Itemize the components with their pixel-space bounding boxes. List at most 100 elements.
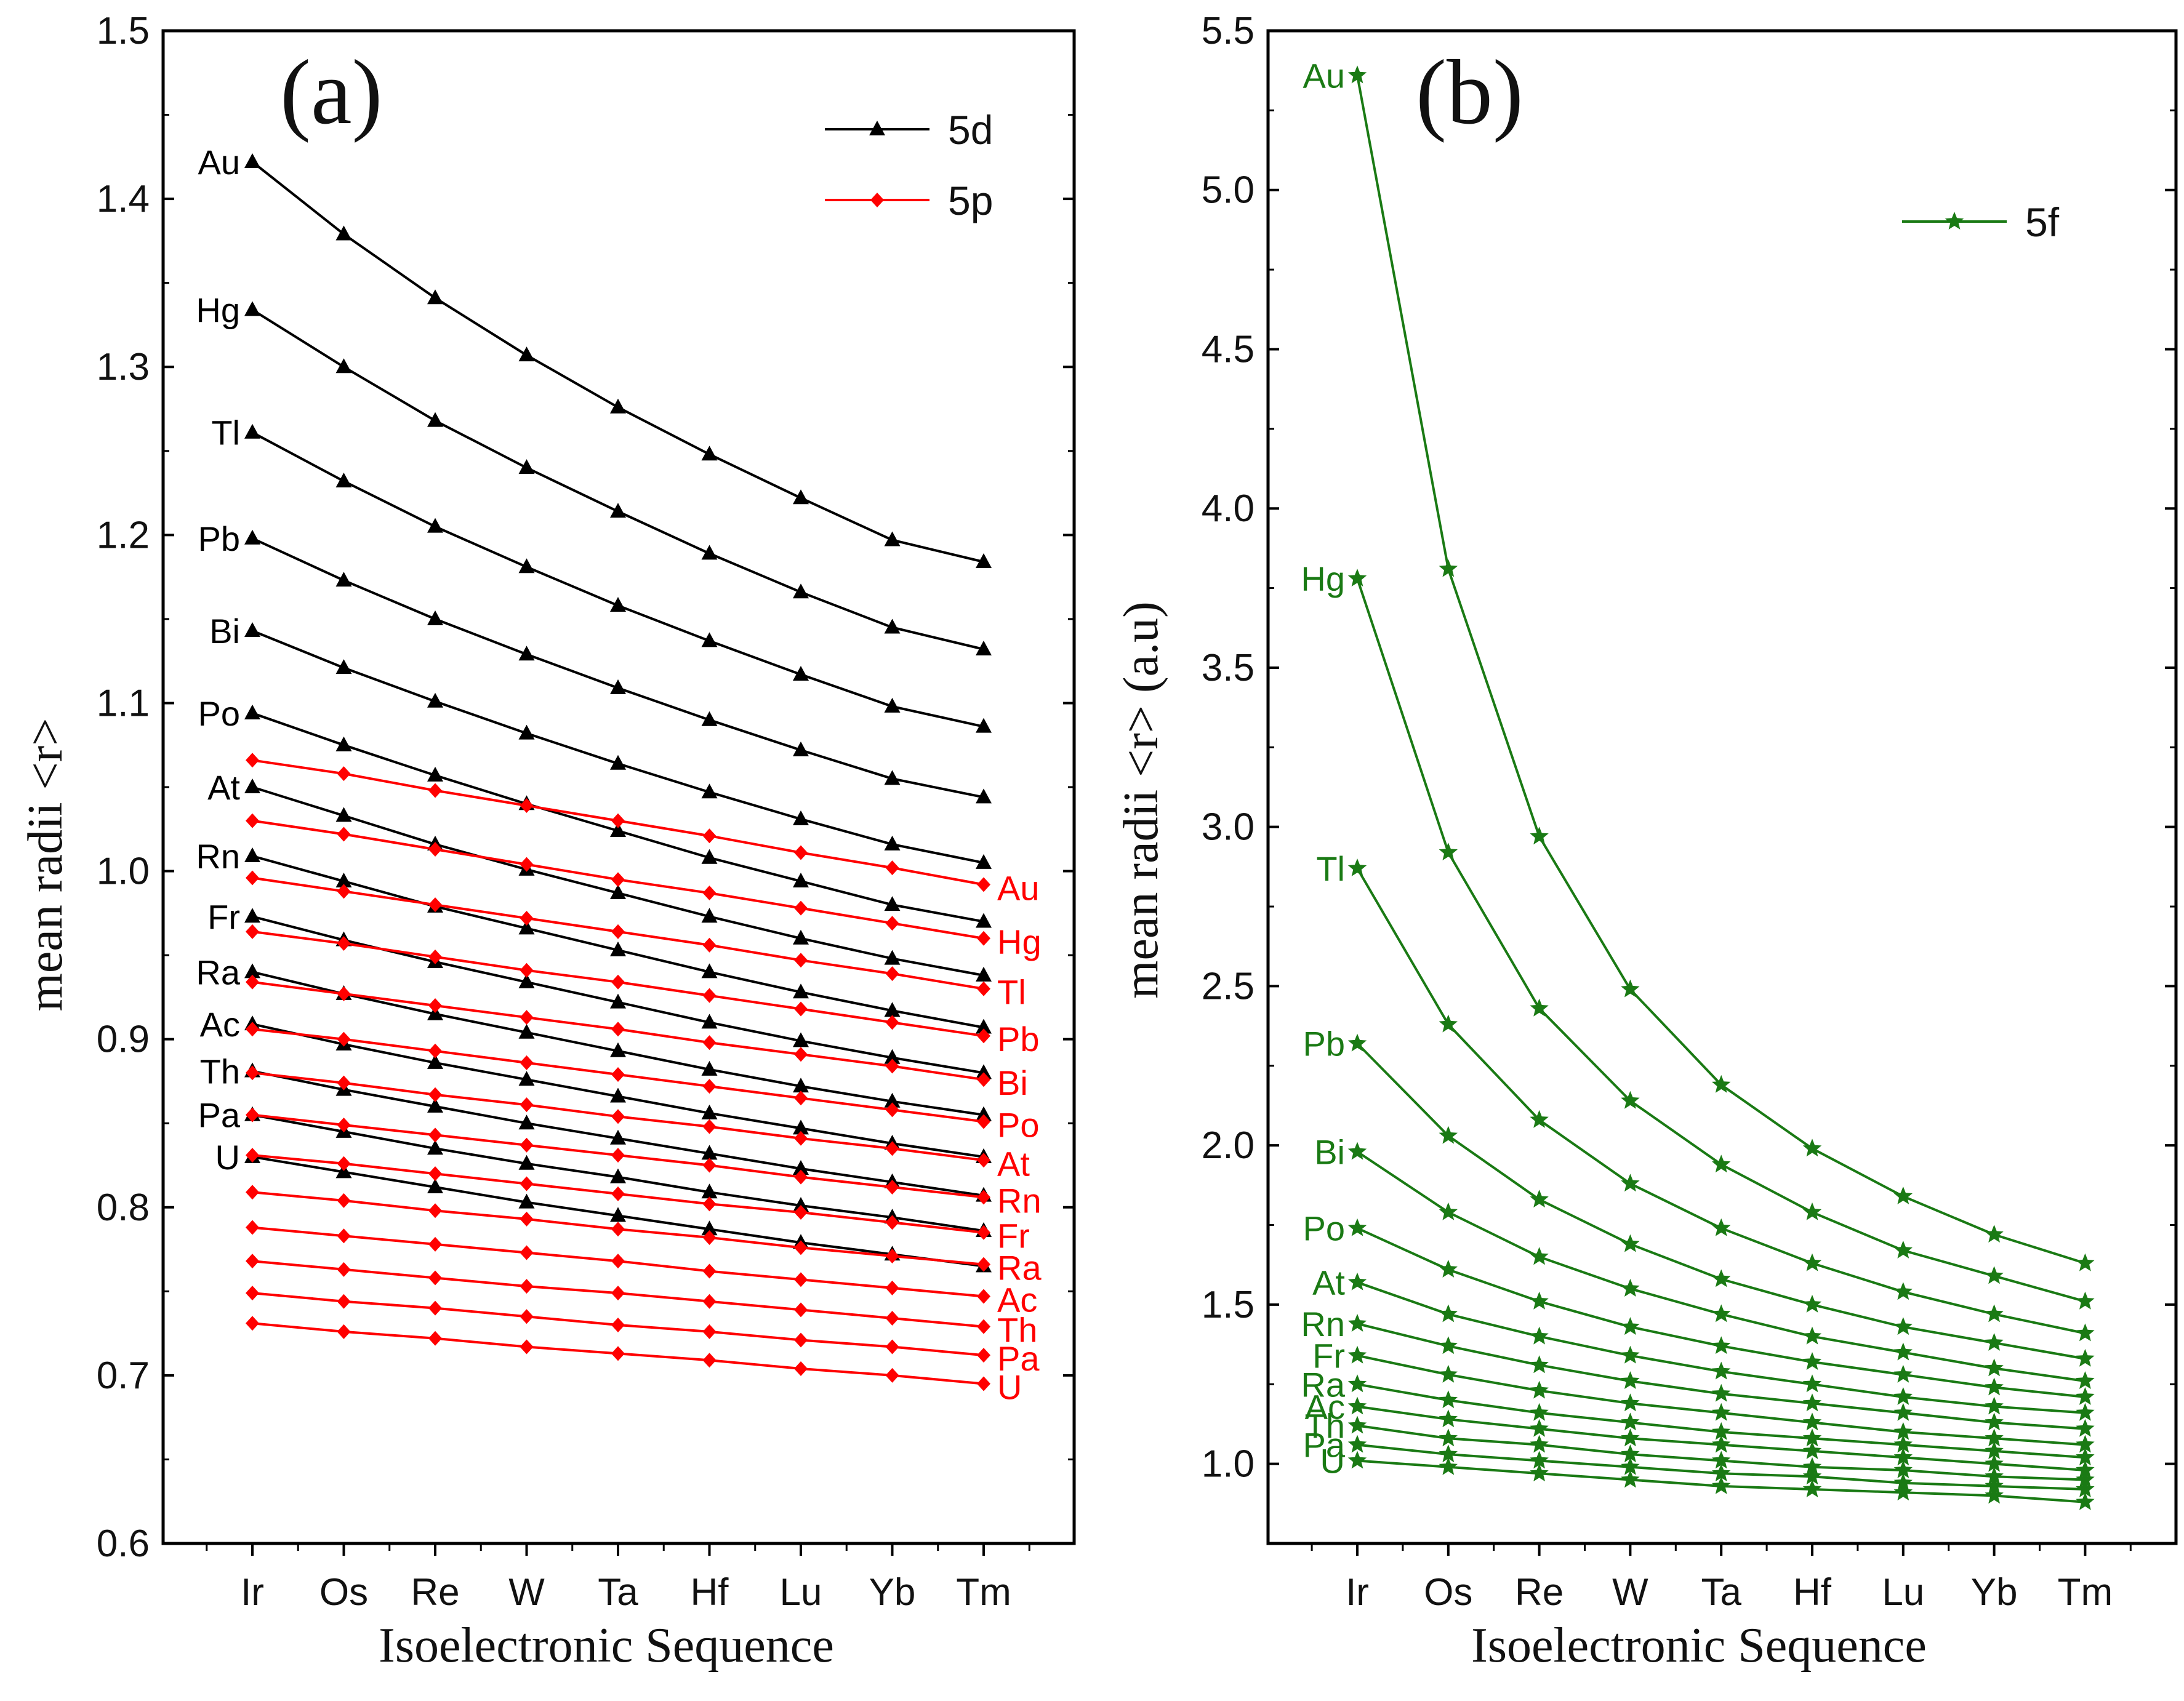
data-point-5f-Fr-Lu	[1893, 1422, 1913, 1440]
data-point-5p-Au-Ta	[611, 813, 625, 828]
data-point-5d-Bi-Ir	[244, 622, 260, 638]
data-point-5f-Ra-Lu	[1893, 1435, 1913, 1453]
data-point-5p-Rn-Ir	[246, 1107, 259, 1123]
data-point-5f-Au-W	[1621, 979, 1640, 998]
data-point-5d-At-Ir	[244, 778, 260, 793]
data-point-5p-Bi-Ir	[246, 974, 259, 990]
y-tick-label: 0.9	[97, 1019, 150, 1061]
data-point-5f-Pb-Os	[1439, 1126, 1458, 1144]
data-point-5f-Bi-W	[1621, 1279, 1640, 1297]
data-point-5p-Ac-Os	[337, 1228, 351, 1244]
data-point-5p-Tl-Re	[428, 897, 442, 913]
series-5p-Rn	[246, 1107, 990, 1205]
legend-marker-5d	[869, 121, 885, 135]
data-point-5d-Th-Lu	[793, 1159, 809, 1175]
data-point-5f-Ac-Yb	[1985, 1454, 2004, 1472]
series-5f-Pb	[1347, 1033, 2095, 1367]
data-point-5f-Ac-Os	[1439, 1409, 1458, 1428]
data-point-5f-Po-Hf	[1802, 1352, 1822, 1370]
data-point-5d-Pb-Tm	[976, 788, 992, 804]
series-label-5d-Au: Au	[198, 143, 241, 182]
data-point-5d-Au-Ta	[610, 398, 626, 414]
data-point-5p-Ra-Os	[337, 1193, 351, 1208]
y-tick-label: 2.0	[1202, 1124, 1255, 1167]
data-point-5p-Ra-Yb	[885, 1248, 899, 1263]
y-axis-ticks-a: 0.6 0.7 0.8 0.9 1.0 1.1 1.2 1.3 1.4 1.5	[97, 10, 1074, 1565]
data-point-5p-Ac-Hf	[702, 1263, 717, 1279]
data-point-5f-Pa-Re	[1530, 1451, 1549, 1469]
data-point-5d-Au-Lu	[793, 489, 809, 505]
data-point-5f-Au-Os	[1439, 559, 1458, 577]
x-tick-label: Ir	[1346, 1571, 1369, 1614]
y-tick-label: 1.0	[1202, 1443, 1255, 1486]
data-point-5p-Pa-Tm	[977, 1348, 990, 1363]
data-point-5p-Ra-W	[520, 1211, 534, 1227]
legend-b: 5f	[1902, 199, 2060, 245]
data-point-5d-Po-Tm	[976, 913, 992, 928]
data-point-5f-At-Hf	[1802, 1374, 1822, 1393]
data-point-5p-Au-Re	[428, 783, 442, 798]
element-labels-a: AuHgTlPbBiPoAtRnFrRaAcThPaUAuHgTlPbBiPoA…	[196, 143, 1042, 1407]
x-tick-label: Tm	[956, 1571, 1011, 1614]
data-point-5d-Pa-Hf	[701, 1183, 718, 1199]
data-point-5p-Tl-Os	[337, 884, 351, 899]
data-point-5p-Po-W	[520, 1055, 534, 1070]
data-point-5d-Bi-Yb	[884, 835, 901, 850]
data-point-5p-Bi-Yb	[885, 1059, 899, 1074]
data-point-5f-Au-Yb	[1985, 1225, 2004, 1243]
data-point-5d-Pb-Hf	[701, 711, 718, 726]
series-label-5f-Tl: Tl	[1316, 849, 1345, 888]
data-point-5f-Pa-Yb	[1985, 1476, 2004, 1494]
data-point-5d-Rn-W	[518, 919, 535, 935]
data-point-5d-Tl-Hf	[701, 632, 718, 647]
data-point-5f-Hg-W	[1621, 1091, 1640, 1109]
y-tick-label: 5.0	[1202, 169, 1255, 212]
data-point-5f-Pa-Tm	[2076, 1479, 2095, 1497]
data-point-5p-Th-Yb	[885, 1311, 899, 1326]
data-point-5p-Pb-Hf	[702, 988, 717, 1003]
series-label-5f-Th: Th	[1305, 1407, 1345, 1446]
data-point-5f-Fr-Ir	[1347, 1345, 1367, 1364]
data-point-5f-Th-Lu	[1893, 1460, 1913, 1478]
series-label-5d-Po: Po	[198, 694, 241, 733]
data-point-5f-Fr-Tm	[2076, 1435, 2095, 1453]
series-5p-Pb	[246, 924, 990, 1044]
data-point-5d-Bi-Os	[335, 659, 352, 674]
x-tick-label: Tm	[2058, 1571, 2113, 1614]
data-point-5p-Po-Re	[428, 1043, 442, 1059]
data-point-5p-Tl-Ir	[246, 870, 259, 886]
series-label-5p-Bi: Bi	[997, 1063, 1028, 1102]
series-label-5d-Hg: Hg	[196, 290, 240, 329]
series-label-5d-At: At	[207, 768, 240, 807]
data-point-5p-Bi-Ta	[611, 1022, 625, 1037]
data-point-5f-Ac-Hf	[1802, 1441, 1822, 1459]
data-point-5p-Hg-Ta	[611, 872, 625, 887]
data-point-5p-Ra-Ta	[611, 1222, 625, 1237]
data-point-5p-At-W	[520, 1097, 534, 1113]
data-point-5d-Rn-Lu	[793, 983, 809, 999]
data-point-5d-At-Hf	[701, 908, 718, 923]
data-point-5d-U-Re	[427, 1179, 443, 1194]
data-point-5p-Rn-Hf	[702, 1158, 717, 1173]
series-label-5f-U: U	[1320, 1441, 1345, 1480]
data-point-5d-Fr-Lu	[793, 1032, 809, 1047]
data-point-5f-Th-W	[1621, 1444, 1640, 1463]
series-label-5p-Fr: Fr	[997, 1217, 1030, 1255]
data-point-5f-Hg-Re	[1530, 998, 1549, 1017]
series-label-5d-Rn: Rn	[196, 837, 240, 876]
series-5p-Ac	[246, 1220, 990, 1304]
data-point-5d-Fr-Yb	[884, 1049, 901, 1064]
data-point-5f-Pa-Ir	[1347, 1435, 1367, 1453]
data-point-5f-Bi-Hf	[1802, 1326, 1822, 1345]
data-point-5p-Au-Yb	[885, 860, 899, 876]
data-point-5f-Bi-Ta	[1712, 1304, 1731, 1323]
series-5d-Ra	[244, 963, 992, 1121]
series-label-5p-Po: Po	[997, 1105, 1040, 1144]
data-point-5d-Th-W	[518, 1115, 535, 1130]
data-point-5p-Po-Os	[337, 1031, 351, 1047]
data-point-5f-Po-W	[1621, 1317, 1640, 1335]
data-point-5d-Ra-Yb	[884, 1092, 901, 1108]
data-point-5p-At-Ir	[246, 1065, 259, 1081]
data-point-5f-At-Re	[1530, 1326, 1549, 1345]
y-tick-label: 4.0	[1202, 487, 1255, 530]
